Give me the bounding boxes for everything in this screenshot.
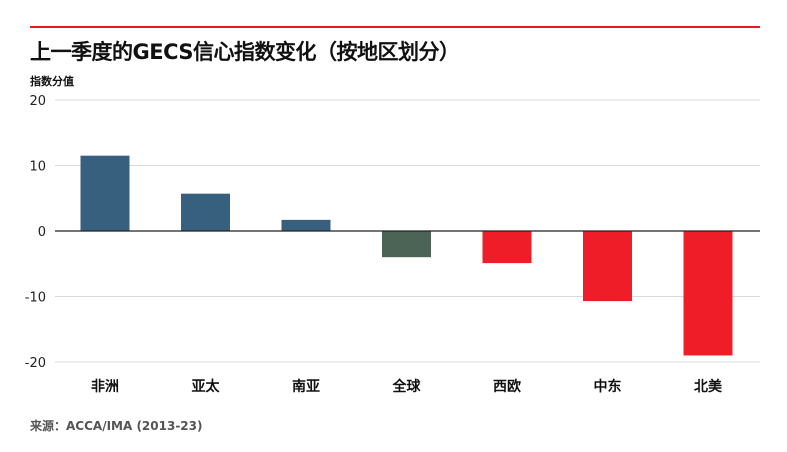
y-tick-label: 0 — [38, 225, 46, 240]
category-label: 非洲 — [91, 378, 119, 395]
bar — [281, 219, 331, 231]
y-tick-label: 20 — [29, 94, 46, 109]
y-tick-label: -10 — [25, 291, 46, 306]
bar — [482, 231, 532, 264]
y-axis-label: 指数分值 — [30, 75, 74, 88]
source-note: 来源：ACCA/IMA (2013-23) — [30, 419, 203, 433]
bar — [382, 231, 431, 258]
bars — [80, 155, 733, 356]
bar — [683, 231, 733, 356]
bar — [80, 155, 130, 231]
bar — [181, 193, 230, 231]
chart-title: 上一季度的GECS信心指数变化（按地区划分） — [30, 40, 460, 64]
category-label: 西欧 — [493, 378, 521, 395]
y-tick-labels: 20 10 0 -10 -20 — [25, 94, 46, 371]
category-label: 全球 — [392, 378, 422, 395]
y-tick-label: 10 — [29, 160, 46, 175]
category-label: 亚太 — [192, 378, 221, 395]
category-label: 中东 — [594, 378, 622, 395]
category-label: 北美 — [694, 378, 723, 395]
category-labels: 非洲 亚太 南亚 全球 西欧 中东 北美 — [91, 378, 723, 395]
gridlines — [55, 99, 760, 363]
top-rule — [30, 26, 760, 28]
y-tick-label: -20 — [25, 356, 46, 371]
category-label: 南亚 — [292, 378, 320, 395]
bar — [583, 231, 632, 302]
